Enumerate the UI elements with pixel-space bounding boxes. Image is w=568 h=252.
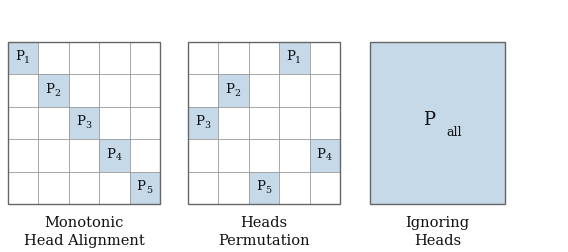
Text: P: P — [137, 180, 145, 193]
Text: P: P — [256, 180, 265, 193]
Text: 3: 3 — [204, 121, 210, 130]
Text: Permutation: Permutation — [218, 234, 310, 248]
Text: P: P — [15, 50, 24, 64]
Text: 5: 5 — [265, 186, 271, 195]
Text: P: P — [423, 111, 436, 129]
Bar — [188, 42, 340, 204]
Text: Head Alignment: Head Alignment — [24, 234, 144, 248]
Bar — [310, 139, 340, 172]
Bar — [8, 42, 39, 74]
Text: 4: 4 — [326, 153, 332, 163]
Text: P: P — [316, 148, 325, 161]
Text: 2: 2 — [235, 89, 241, 98]
Text: P: P — [286, 50, 295, 64]
Text: Monotonic: Monotonic — [44, 216, 124, 230]
Text: P: P — [195, 115, 204, 128]
Text: 1: 1 — [295, 56, 302, 65]
Text: P: P — [225, 83, 235, 96]
Text: 4: 4 — [115, 153, 122, 163]
Bar — [219, 74, 249, 107]
Bar — [370, 42, 505, 204]
Bar — [130, 172, 160, 204]
Bar — [39, 74, 69, 107]
Bar — [249, 172, 279, 204]
Text: 2: 2 — [55, 89, 61, 98]
Bar — [69, 107, 99, 139]
Text: 3: 3 — [85, 121, 91, 130]
Bar — [99, 139, 130, 172]
Bar — [279, 42, 310, 74]
Text: 5: 5 — [145, 186, 152, 195]
Text: P: P — [106, 148, 115, 161]
Bar — [8, 42, 160, 204]
Text: all: all — [446, 126, 461, 139]
Text: Heads: Heads — [414, 234, 461, 248]
Text: Ignoring: Ignoring — [406, 216, 470, 230]
Bar — [188, 107, 219, 139]
Text: P: P — [45, 83, 55, 96]
Text: 1: 1 — [24, 56, 30, 65]
Text: Heads: Heads — [240, 216, 287, 230]
Text: P: P — [76, 115, 85, 128]
